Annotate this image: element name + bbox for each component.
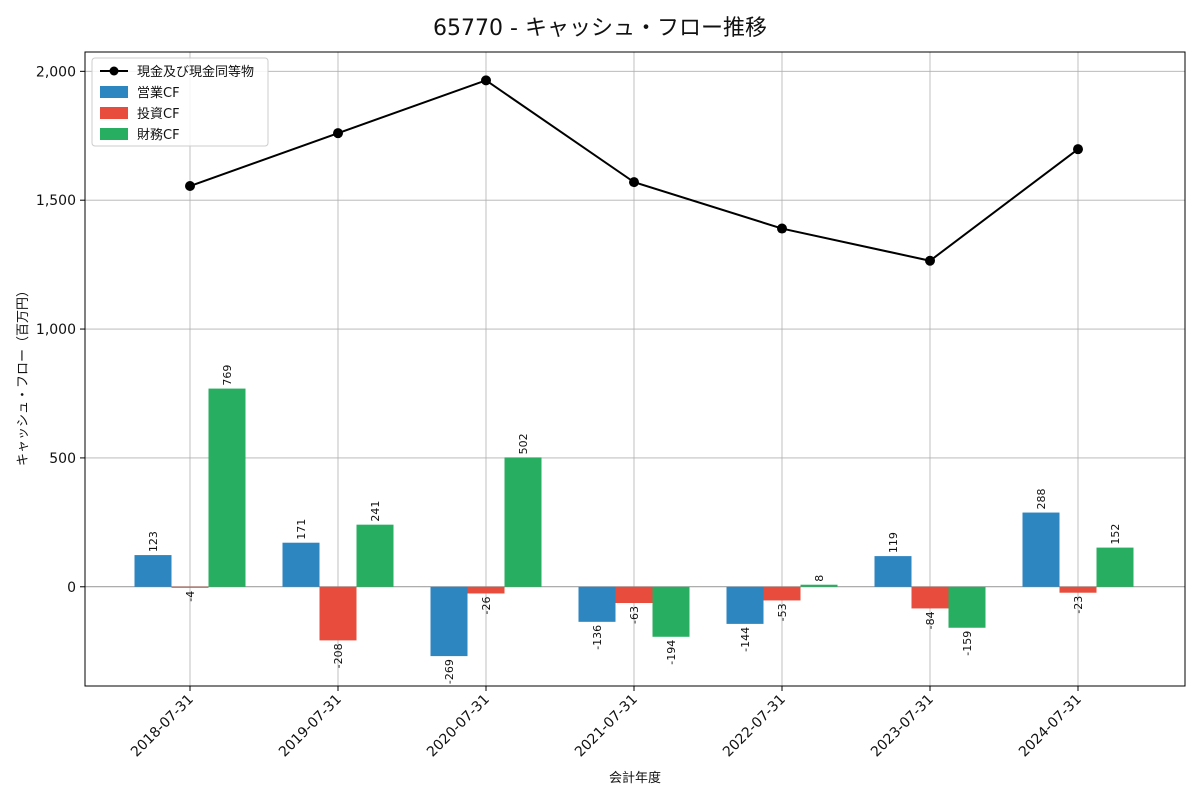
bar-data-label: -269 xyxy=(443,659,456,684)
legend-swatch xyxy=(100,107,128,119)
bar-財務CF xyxy=(356,524,394,587)
bar-財務CF xyxy=(1096,547,1134,587)
x-tick-label: 2018-07-31 xyxy=(128,692,197,761)
bar-data-label: -53 xyxy=(776,603,789,621)
bar-data-label: -4 xyxy=(184,591,197,602)
legend-marker xyxy=(109,66,119,76)
bar-data-label: -144 xyxy=(739,627,752,652)
bar-投資CF xyxy=(615,586,653,604)
bar-財務CF xyxy=(208,388,246,587)
bar-data-label: -63 xyxy=(628,606,641,624)
x-tick-label: 2024-07-31 xyxy=(1016,692,1085,761)
x-axis-label: 会計年度 xyxy=(609,770,661,786)
bar-営業CF xyxy=(430,586,468,657)
x-tick-label: 2023-07-31 xyxy=(868,692,937,761)
axes-layer: 0 500 1,000 1,500 2,000 2018-07-31 2019-07-31 2… xyxy=(36,64,1085,760)
line-layer xyxy=(185,75,1083,266)
bar-data-label: 241 xyxy=(369,501,382,522)
bar-営業CF xyxy=(578,586,616,622)
y-tick-label: 1,500 xyxy=(36,193,76,209)
y-tick-label: 0 xyxy=(67,580,76,596)
bar-data-label: 502 xyxy=(517,433,530,454)
bar-投資CF xyxy=(467,586,505,594)
legend-label: 営業CF xyxy=(137,85,180,101)
bar-営業CF xyxy=(726,586,764,624)
bar-data-label: 769 xyxy=(221,365,234,386)
bar-data-label: -194 xyxy=(665,640,678,665)
bar-財務CF xyxy=(652,586,690,637)
bar-data-label: -23 xyxy=(1072,596,1085,614)
bar-財務CF xyxy=(800,584,838,587)
legend-swatch xyxy=(100,128,128,140)
bar-投資CF xyxy=(911,586,949,609)
bar-data-label: 152 xyxy=(1109,524,1122,545)
bar-data-label: 171 xyxy=(295,519,308,540)
cash-point xyxy=(333,128,343,139)
chart-title: 65770 - キャッシュ・フロー推移 xyxy=(433,16,767,41)
plot-frame xyxy=(84,51,1186,687)
bar-営業CF xyxy=(1022,512,1060,587)
y-tick-label: 2,000 xyxy=(36,64,76,80)
x-tick-label: 2020-07-31 xyxy=(424,692,493,761)
cash-point xyxy=(629,177,639,188)
bar-data-label: -136 xyxy=(591,625,604,650)
bar-投資CF xyxy=(1059,586,1097,593)
bar-data-label: -26 xyxy=(480,596,493,614)
cash-point xyxy=(1073,144,1083,155)
y-tick-label: 1,000 xyxy=(36,322,76,338)
bar-財務CF xyxy=(504,457,542,587)
bar-data-label: 8 xyxy=(813,575,826,582)
legend-label: 財務CF xyxy=(137,128,180,143)
bar-投資CF xyxy=(763,586,801,601)
labels-layer: 123 171 -269 -136 -144 119 288 -4 -208 -26 -63 -53 -… xyxy=(147,365,1122,684)
x-tick-label: 2019-07-31 xyxy=(276,692,345,761)
bar-data-label: -84 xyxy=(924,611,937,629)
x-tick-label: 2022-07-31 xyxy=(720,692,789,761)
bar-投資CF xyxy=(171,586,209,588)
bar-data-label: 288 xyxy=(1035,489,1048,510)
bar-営業CF xyxy=(282,542,320,587)
cash-point xyxy=(185,181,195,192)
bar-data-label: 123 xyxy=(147,531,160,552)
grid-layer xyxy=(85,52,1185,686)
bar-data-label: -159 xyxy=(961,631,974,656)
bar-data-label: -208 xyxy=(332,643,345,668)
legend-label: 投資CF xyxy=(137,106,180,122)
bar-投資CF xyxy=(319,586,357,641)
bar-data-label: 119 xyxy=(887,532,900,553)
bar-財務CF xyxy=(948,586,986,628)
bar-営業CF xyxy=(874,556,912,587)
cash-point xyxy=(777,223,787,234)
legend-label: 現金及び現金同等物 xyxy=(137,64,254,80)
y-axis-label: キャッシュ・フロー（百万円） xyxy=(16,284,31,466)
legend-swatch xyxy=(100,86,128,98)
y-tick-label: 500 xyxy=(49,451,76,467)
cash-point xyxy=(925,255,935,266)
legend-box xyxy=(91,57,269,147)
cash-point xyxy=(481,75,491,86)
bar-営業CF xyxy=(134,555,172,587)
bars-layer xyxy=(134,388,1134,657)
x-tick-label: 2021-07-31 xyxy=(572,692,641,761)
